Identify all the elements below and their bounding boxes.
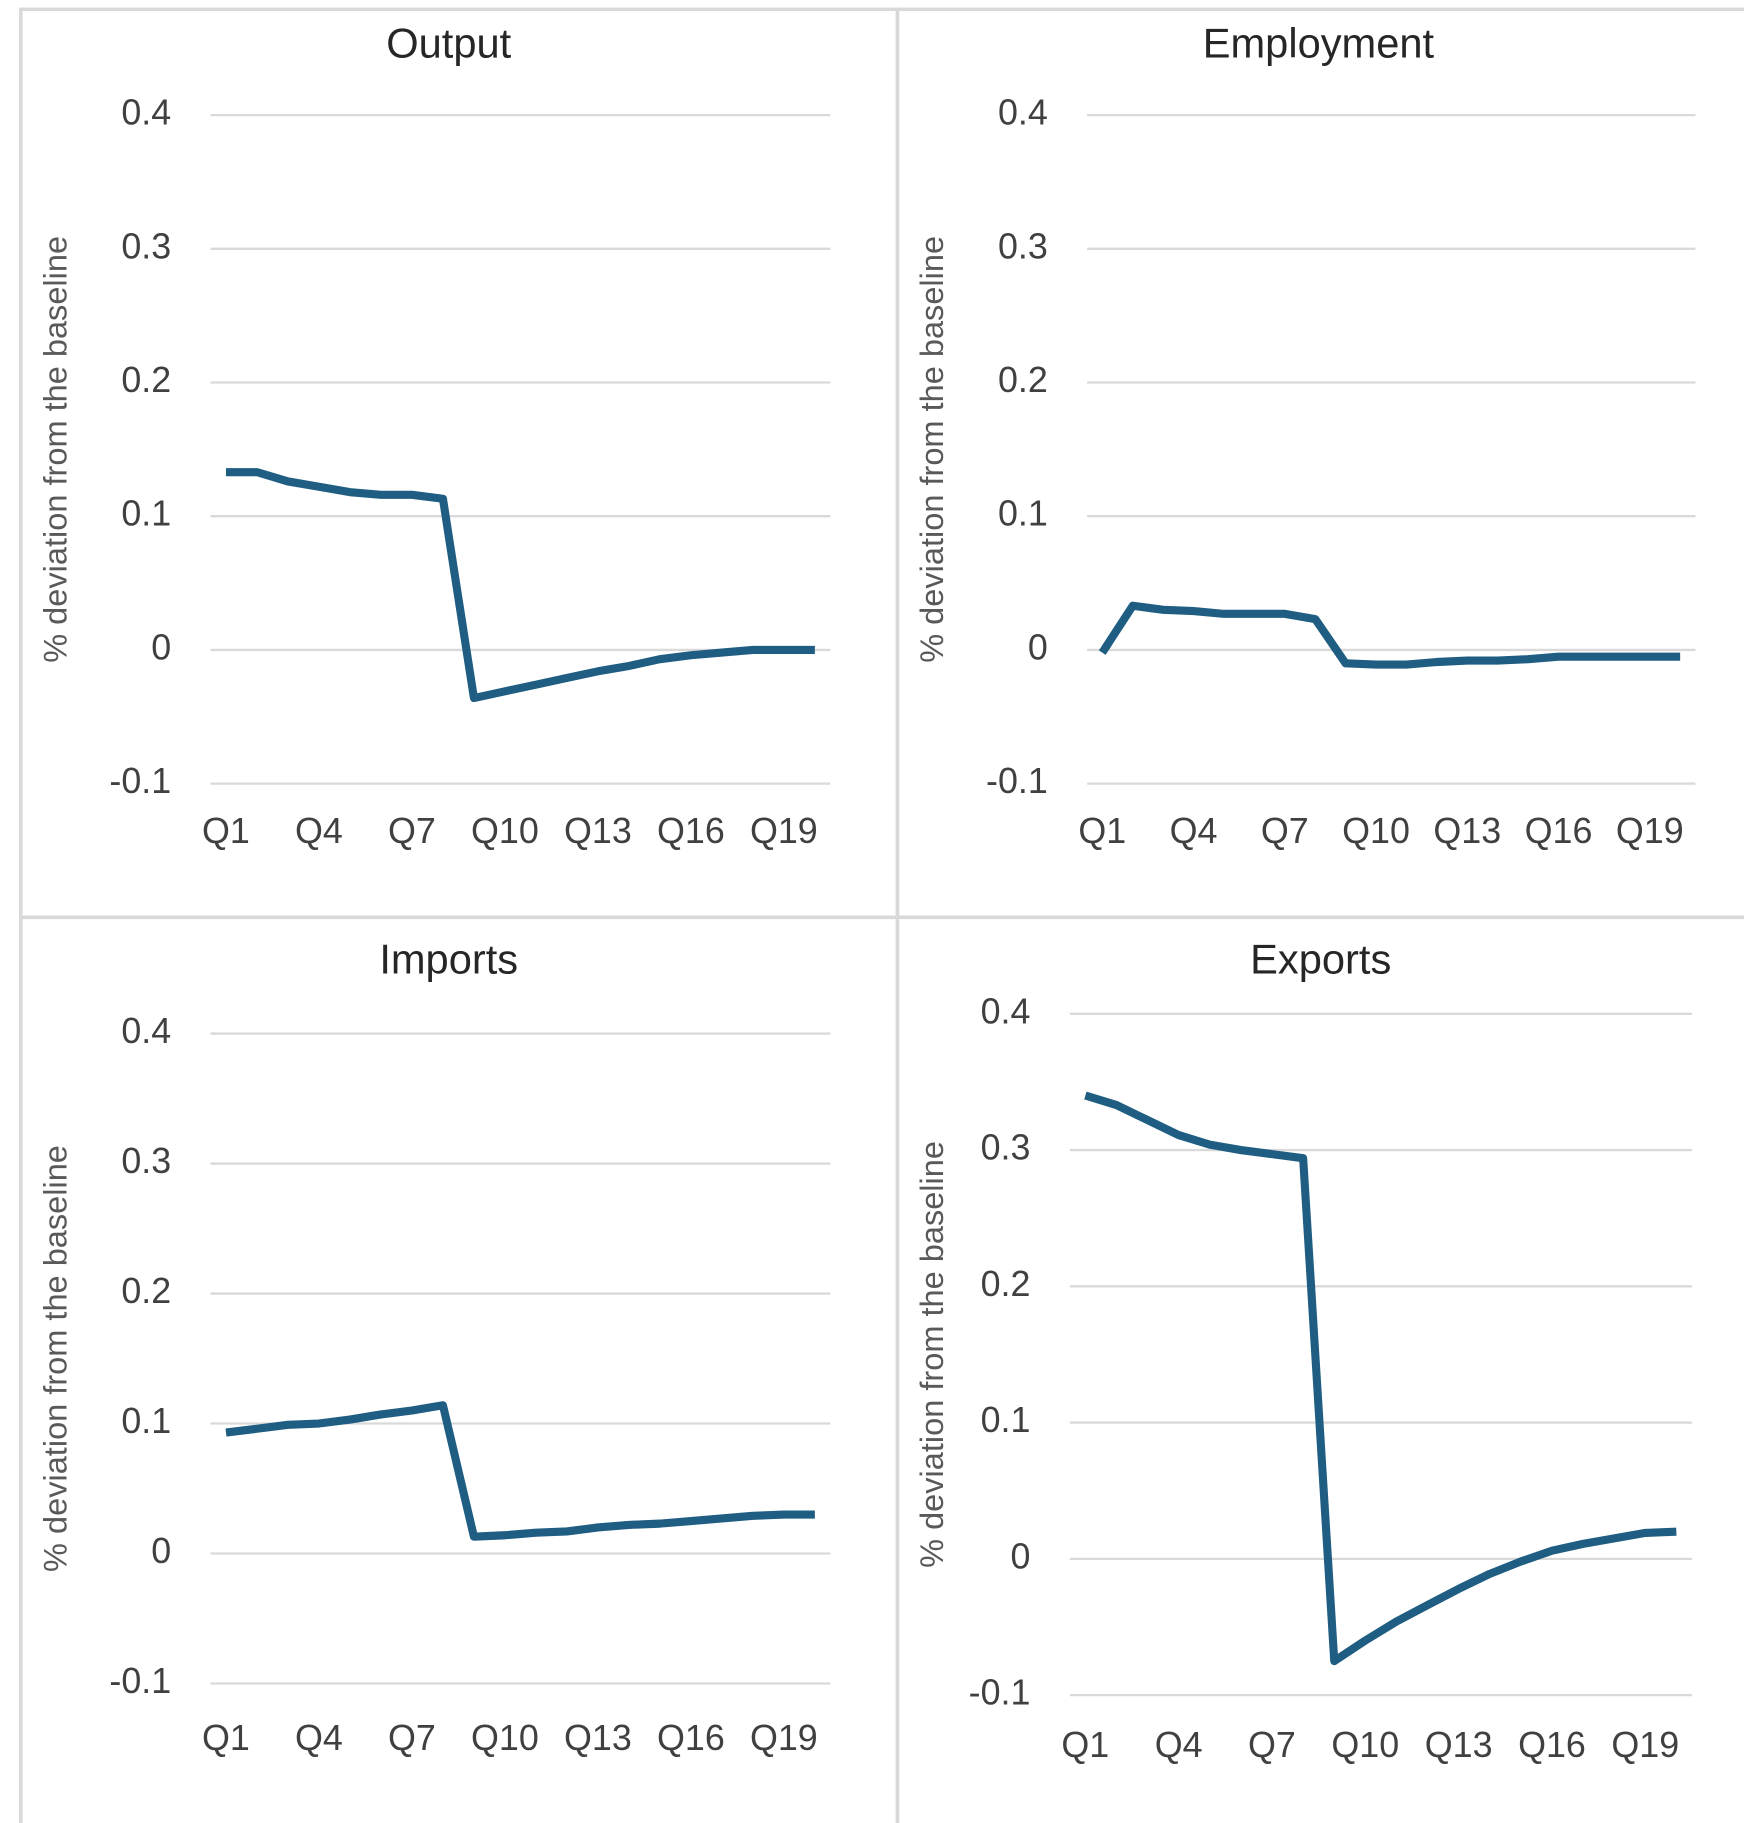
y-tick-label: 0.4 <box>981 990 1031 1031</box>
y-axis-label: % deviation from the baseline <box>37 1145 73 1572</box>
y-axis-label: % deviation from the baseline <box>914 1141 950 1568</box>
chart-title: Output <box>386 19 511 66</box>
x-tick-label: Q7 <box>1248 1724 1296 1765</box>
y-tick-label: 0.3 <box>998 225 1048 266</box>
x-tick-label: Q1 <box>202 1717 250 1758</box>
x-tick-label: Q13 <box>1433 810 1501 851</box>
y-tick-label: 0.2 <box>998 359 1048 400</box>
y-tick-label: -0.1 <box>109 760 171 801</box>
chart-title: Exports <box>1250 936 1391 983</box>
x-tick-label: Q10 <box>471 810 539 851</box>
x-tick-label: Q19 <box>1616 810 1684 851</box>
x-tick-label: Q19 <box>750 810 818 851</box>
chart-title: Employment <box>1203 19 1435 66</box>
data-line <box>1084 1091 1677 1666</box>
x-tick-label: Q10 <box>471 1717 539 1758</box>
y-tick-label: -0.1 <box>969 1672 1031 1713</box>
x-tick-label: Q4 <box>1170 810 1218 851</box>
y-tick-label: 0.3 <box>121 225 171 266</box>
y-tick-label: 0.2 <box>121 1270 171 1311</box>
y-tick-label: 0 <box>1010 1535 1030 1576</box>
y-tick-label: 0 <box>151 626 171 667</box>
y-tick-label: -0.1 <box>109 1660 171 1701</box>
data-line <box>225 468 815 703</box>
x-tick-label: Q1 <box>1061 1724 1109 1765</box>
x-tick-label: Q10 <box>1342 810 1410 851</box>
y-tick-label: -0.1 <box>986 760 1048 801</box>
y-tick-label: 0.4 <box>998 92 1048 133</box>
x-tick-label: Q19 <box>1611 1724 1679 1765</box>
data-line <box>1098 601 1681 669</box>
x-tick-label: Q7 <box>388 810 436 851</box>
y-axis-label: % deviation from the baseline <box>914 236 950 663</box>
chart-title: Imports <box>379 936 518 983</box>
y-tick-label: 0 <box>1028 626 1048 667</box>
y-tick-label: 0.2 <box>981 1263 1031 1304</box>
x-tick-label: Q13 <box>564 1717 632 1758</box>
x-tick-label: Q10 <box>1331 1724 1399 1765</box>
x-tick-label: Q19 <box>750 1717 818 1758</box>
panel-border <box>895 915 1744 1823</box>
x-tick-label: Q7 <box>1261 810 1309 851</box>
x-tick-label: Q7 <box>388 1717 436 1758</box>
y-tick-label: 0.4 <box>121 92 171 133</box>
x-tick-label: Q4 <box>1155 1724 1203 1765</box>
x-tick-label: Q4 <box>295 810 343 851</box>
data-line <box>225 1401 815 1541</box>
x-tick-label: Q13 <box>1425 1724 1493 1765</box>
x-tick-label: Q13 <box>564 810 632 851</box>
y-tick-label: 0 <box>151 1530 171 1571</box>
y-tick-label: 0.2 <box>121 359 171 400</box>
y-tick-label: 0.1 <box>998 493 1048 534</box>
x-tick-label: Q4 <box>295 1717 343 1758</box>
y-tick-label: 0.1 <box>121 1400 171 1441</box>
x-tick-label: Q16 <box>1525 810 1593 851</box>
y-tick-label: 0.4 <box>121 1010 171 1051</box>
x-tick-label: Q1 <box>202 810 250 851</box>
x-tick-label: Q1 <box>1078 810 1126 851</box>
y-tick-label: 0.1 <box>121 493 171 534</box>
y-axis-label: % deviation from the baseline <box>37 236 73 663</box>
y-tick-label: 0.1 <box>981 1399 1031 1440</box>
y-tick-label: 0.3 <box>981 1127 1031 1168</box>
x-tick-label: Q16 <box>657 810 725 851</box>
x-tick-label: Q16 <box>657 1717 725 1758</box>
x-tick-label: Q16 <box>1518 1724 1586 1765</box>
y-tick-label: 0.3 <box>121 1140 171 1181</box>
